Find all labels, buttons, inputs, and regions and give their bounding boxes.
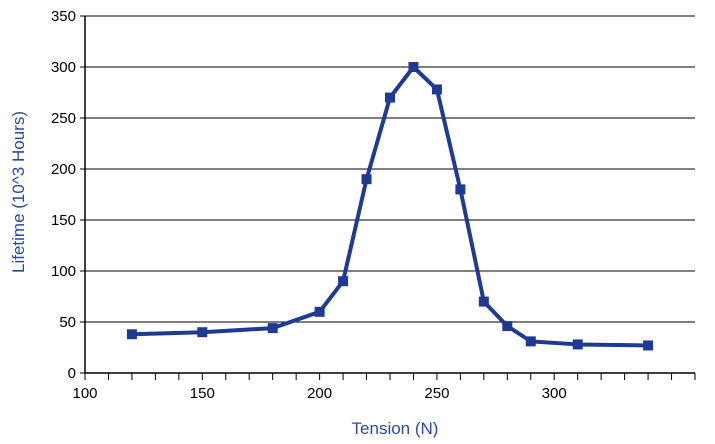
tick-labels: 0 50 100 150 200 250 300 350 100 150 200 250 300 bbox=[51, 8, 567, 402]
data-point-250 bbox=[431, 84, 442, 95]
data-point-220 bbox=[361, 174, 372, 185]
x-axis-title: Tension (N) bbox=[352, 419, 439, 438]
y-tick-label-50: 50 bbox=[59, 314, 76, 331]
series-line-0 bbox=[131, 65, 649, 348]
x-tick-label-150: 150 bbox=[190, 385, 215, 402]
data-point-180 bbox=[267, 323, 278, 334]
x-tick-label-250: 250 bbox=[424, 385, 449, 402]
y-tick-label-250: 250 bbox=[51, 110, 76, 127]
data-point-210 bbox=[338, 276, 349, 287]
y-tick-label-200: 200 bbox=[51, 161, 76, 178]
y-tick-label-100: 100 bbox=[51, 263, 76, 280]
y-tick-label-0: 0 bbox=[68, 365, 76, 382]
data-point-340 bbox=[643, 340, 654, 351]
data-series bbox=[126, 62, 654, 351]
data-point-280 bbox=[502, 321, 513, 332]
x-tick-label-200: 200 bbox=[307, 385, 332, 402]
y-tick-label-350: 350 bbox=[51, 8, 76, 25]
x-tick-label-100: 100 bbox=[72, 385, 97, 402]
axes bbox=[84, 16, 695, 374]
data-point-200 bbox=[314, 306, 325, 317]
data-point-260 bbox=[455, 184, 466, 195]
data-point-310 bbox=[572, 339, 583, 350]
data-point-150 bbox=[197, 327, 208, 338]
data-point-240 bbox=[408, 62, 419, 72]
x-tick-label-300: 300 bbox=[542, 385, 567, 402]
y-axis-title: Lifetime (10^3 Hours) bbox=[9, 111, 28, 273]
tick-marks bbox=[80, 15, 696, 380]
y-tick-label-150: 150 bbox=[51, 212, 76, 229]
data-point-230 bbox=[385, 92, 395, 103]
y-tick-label-300: 300 bbox=[51, 59, 76, 76]
data-point-120 bbox=[126, 329, 137, 340]
gridlines bbox=[85, 15, 695, 323]
data-point-290 bbox=[525, 336, 536, 347]
data-point-270 bbox=[478, 296, 489, 307]
